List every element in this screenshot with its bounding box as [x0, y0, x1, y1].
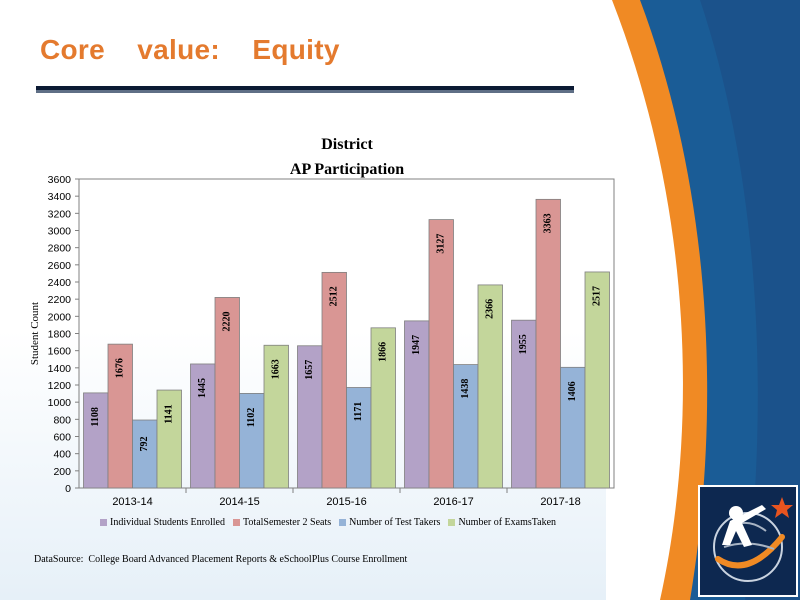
- y-tick-label: 3000: [48, 226, 72, 238]
- bar: [428, 219, 454, 489]
- slide-title: Core value: Equity: [40, 34, 340, 65]
- data-label: 792: [139, 437, 150, 452]
- bar: [107, 343, 133, 489]
- data-label: 1663: [271, 359, 282, 379]
- data-label: 1866: [378, 342, 389, 362]
- title-divider: [36, 86, 574, 93]
- legend-label: Number of Test Takers: [349, 517, 441, 528]
- chart-subtitle: AP Participation: [289, 161, 405, 178]
- legend-entry: Individual Students Enrolled: [100, 517, 225, 528]
- bar: [190, 363, 216, 489]
- y-tick-label: 400: [53, 449, 71, 461]
- data-source-note: DataSource: College Board Advanced Place…: [34, 554, 408, 565]
- data-label: 2220: [222, 311, 233, 331]
- student-globe-star-logo-icon: [713, 497, 793, 582]
- legend-swatch: [233, 519, 240, 526]
- data-label: 1102: [246, 408, 257, 427]
- y-tick-label: 2400: [48, 277, 72, 289]
- y-tick-label: 2600: [48, 260, 72, 272]
- data-label: 3127: [436, 234, 447, 254]
- x-tick-label: 2017-18: [540, 496, 580, 508]
- bar: [239, 393, 265, 489]
- data-label: 1406: [567, 381, 578, 401]
- bar: [132, 419, 158, 489]
- x-tick-label: 2016-17: [433, 496, 473, 508]
- bar: [477, 284, 503, 489]
- legend-entry: Number of ExamsTaken: [448, 517, 556, 528]
- y-tick-label: 3600: [48, 174, 72, 186]
- bar: [83, 392, 109, 489]
- legend-entry: Number of Test Takers: [339, 517, 440, 528]
- legend-label: Number of ExamsTaken: [458, 517, 557, 528]
- data-label: 1955: [518, 334, 529, 354]
- data-label: 2517: [592, 286, 603, 306]
- bar: [156, 389, 182, 489]
- bar: [560, 366, 586, 489]
- data-label: 1445: [197, 378, 208, 398]
- x-tick-label: 2014-15: [219, 496, 259, 508]
- y-tick-label: 600: [53, 432, 71, 444]
- legend-swatch: [448, 519, 456, 526]
- bar: [453, 364, 479, 489]
- y-tick-label: 3400: [48, 191, 72, 203]
- y-axis-label: Student Count: [29, 302, 41, 365]
- y-tick-label: 2800: [48, 243, 72, 255]
- y-tick-label: 0: [65, 483, 71, 495]
- legend-label: TotalSemester 2 Seats: [243, 517, 332, 528]
- legend-swatch: [339, 519, 347, 526]
- y-tick-label: 3200: [48, 208, 72, 220]
- y-tick-label: 1600: [48, 346, 72, 358]
- y-tick-label: 200: [53, 466, 71, 478]
- data-label: 1438: [460, 379, 471, 399]
- district-logo: [698, 485, 798, 597]
- chart-title: District: [321, 136, 373, 153]
- bar: [370, 327, 396, 489]
- bar: [321, 271, 347, 489]
- data-label: 1108: [90, 407, 101, 426]
- data-label: 1657: [304, 360, 315, 380]
- y-tick-label: 2000: [48, 311, 72, 323]
- data-label: 1171: [353, 402, 364, 421]
- y-tick-label: 800: [53, 414, 71, 426]
- legend-entry: TotalSemester 2 Seats: [233, 517, 331, 528]
- legend-swatch: [100, 519, 107, 526]
- x-tick-label: 2015-16: [326, 496, 366, 508]
- bar: [584, 271, 610, 489]
- data-label: 2512: [329, 286, 340, 306]
- y-tick-label: 1000: [48, 397, 72, 409]
- y-tick-label: 1800: [48, 329, 72, 341]
- bar: [263, 344, 289, 489]
- y-tick-label: 1200: [48, 380, 72, 392]
- chart-legend: Individual Students Enrolled TotalSemeste…: [100, 517, 620, 528]
- bar: [214, 297, 240, 489]
- y-tick-label: 2200: [48, 294, 72, 306]
- data-label: 1947: [411, 335, 422, 355]
- data-label: 1141: [164, 404, 175, 423]
- x-tick-label: 2013-14: [112, 496, 152, 508]
- data-label: 1676: [115, 358, 126, 378]
- y-tick-label: 1400: [48, 363, 72, 375]
- data-label: 3363: [543, 213, 554, 233]
- bar: [535, 198, 561, 489]
- legend-label: Individual Students Enrolled: [110, 517, 225, 528]
- data-label: 2366: [485, 299, 496, 319]
- bar: [404, 320, 430, 489]
